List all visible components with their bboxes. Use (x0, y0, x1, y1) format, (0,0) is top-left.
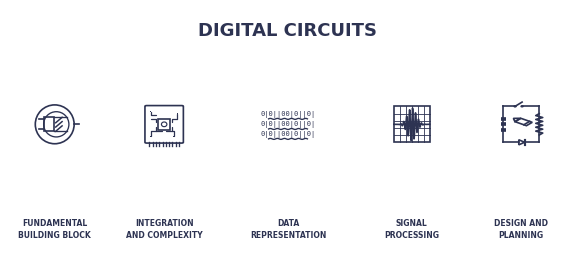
Text: DIGITAL CIRCUITS: DIGITAL CIRCUITS (199, 22, 377, 40)
Bar (394, 106, 430, 142)
Text: DATA
REPRESENTATION: DATA REPRESENTATION (250, 219, 326, 240)
Bar (158, 119, 170, 130)
Text: INTEGRATION
AND COMPLEXITY: INTEGRATION AND COMPLEXITY (126, 219, 203, 240)
Bar (177, 113, 178, 114)
Text: FUNDAMENTAL
BUILDING BLOCK: FUNDAMENTAL BUILDING BLOCK (18, 219, 91, 240)
Bar (44, 117, 54, 131)
Text: DESIGN AND
PLANNING: DESIGN AND PLANNING (494, 219, 548, 240)
Text: SIGNAL
PROCESSING: SIGNAL PROCESSING (384, 219, 439, 240)
Bar (150, 136, 151, 137)
Text: 0|0||00|0||0|: 0|0||00|0||0| (260, 111, 316, 118)
Text: 0|0||00|0||0|: 0|0||00|0||0| (260, 121, 316, 128)
Bar (173, 136, 175, 137)
Bar (150, 111, 151, 112)
Text: 0|0||00|0||0|: 0|0||00|0||0| (260, 131, 316, 138)
